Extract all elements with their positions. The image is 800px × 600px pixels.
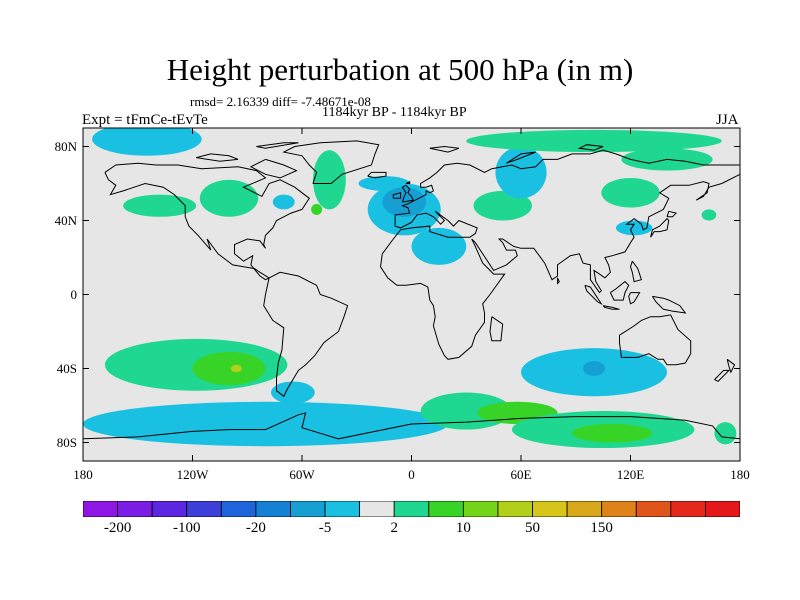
colorbar-swatch [705,501,740,517]
coastline [256,142,299,149]
coastline [726,358,736,374]
coastline [584,284,603,306]
coastline [405,180,411,184]
lon-tick-label: 60E [510,467,532,482]
colorbar-swatch [462,501,499,517]
colorbar-swatch [324,501,361,517]
contour-region [270,381,315,404]
lon-tick-label: 180 [730,467,750,482]
coastline [628,292,641,305]
lat-tick-label: 80N [54,138,77,154]
colorbar-label: 10 [455,520,471,536]
colorbar-swatch [566,501,603,517]
colorbar-label: -5 [318,520,332,536]
contour-region [714,422,737,445]
contour-region [192,351,266,386]
contour-region [572,424,653,443]
coastline [249,158,298,179]
contour-region [495,146,547,199]
lat-tick-label: 80S [56,434,77,450]
contour-region [123,194,197,217]
coastline [429,145,460,153]
coastline [602,305,620,310]
contour-fill-group [83,128,737,449]
coastline [619,314,692,366]
coastline [714,369,731,383]
lat-tick-label: 0 [70,286,78,302]
contour-region [312,150,346,210]
coastline [367,171,387,179]
coastline [282,140,380,184]
coastline [263,271,349,398]
lon-tick-label: 0 [408,467,415,482]
coastline [401,184,415,203]
contour-region [83,401,448,447]
coastline [196,153,239,162]
plot-title: Height perturbation at 500 hPa (in m) [166,52,634,87]
colorbar-swatch [670,501,706,517]
coastline [650,217,670,238]
colorbar-swatch [601,501,637,517]
lon-tick-label: 120W [176,467,209,482]
coastline [489,316,504,342]
colorbar-swatch [255,501,291,517]
lat-tick-label: 40S [56,360,77,376]
contour-region [466,129,722,153]
colorbar-swatch [186,501,222,517]
coastline [629,260,643,283]
contour-region [615,220,653,236]
contour-region [601,177,660,208]
colorbar-label: -200 [103,520,132,536]
lon-tick-label: 180 [73,467,93,482]
coastline [392,192,402,199]
colorbar-swatch [290,501,326,517]
contour-region [473,190,532,221]
contour-region [230,364,242,373]
contour-region [701,209,717,221]
contour-region [272,194,295,210]
colorbar-swatch [83,501,118,517]
coastline [104,162,310,281]
colorbar-label: 150 [590,520,613,536]
colorbar-swatch [635,501,672,517]
coastline [557,277,560,285]
coastline-group [83,140,740,440]
colorbar-label: -100 [172,520,201,536]
contour-region [583,361,605,376]
colorbar-label: 50 [525,520,541,536]
period-label: 1184kyr BP - 1184kyr BP [322,105,467,120]
rmsd-stats: rmsd= 2.16339 diff= -7.48671e-08 [190,94,371,109]
colorbar-label: 2 [390,520,398,536]
contour-region [199,179,259,217]
experiment-label: Expt = tFmCe-tEvTe [82,112,208,128]
colorbar-swatch [428,501,464,517]
colorbar-swatch [532,501,568,517]
colorbar-swatch [151,501,188,517]
colorbar-swatch [359,501,395,517]
coastline [506,151,536,164]
contour-region [311,203,323,215]
lon-tick-label: 120E [616,467,645,482]
colorbar [83,501,740,517]
colorbar-label: -20 [245,520,266,536]
coastline [609,280,630,301]
colorbar-swatch [117,501,153,517]
season-label: JJA [716,112,739,128]
coastline [577,144,604,151]
lon-tick-label: 60W [289,467,315,482]
coastline [379,149,740,360]
colorbar-swatch [220,501,257,517]
contour-region [411,227,467,265]
coastline [651,295,687,314]
lat-tick-label: 40N [54,212,77,228]
coastline [666,210,678,218]
coastline [83,412,740,440]
colorbar-swatch [393,501,430,517]
contour-region [92,128,202,156]
colorbar-swatch [497,501,533,517]
